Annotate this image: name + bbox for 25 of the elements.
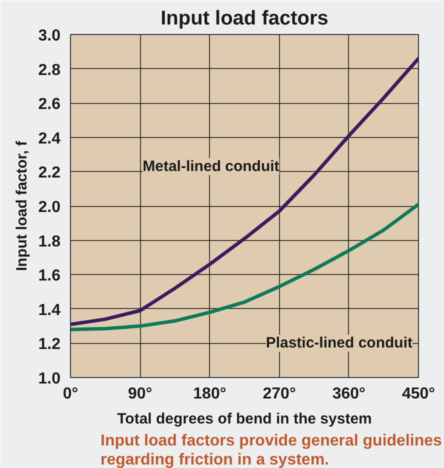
y-tick-label: 3.0: [38, 28, 61, 44]
text: Input load factors provide general guidelines regarding friction in a system.: [100, 432, 442, 468]
line-series: [70, 202, 418, 332]
y-tick-label: 2.4: [38, 130, 61, 148]
y-tick-label: 1.0: [38, 370, 61, 388]
y-tick-label: 2.8: [38, 62, 61, 79]
x-tick-label: 0°: [62, 386, 78, 402]
x-tick-label: 180°: [193, 386, 226, 402]
line-series: [70, 56, 418, 326]
x-tick-label: 270°: [262, 386, 296, 402]
text: Plastic-lined conduit: [266, 334, 413, 352]
y-tick-label: 1.8: [38, 233, 61, 250]
series-label: Metal-lined conduit: [142, 158, 280, 176]
y-tick-label: 2.2: [38, 164, 61, 182]
y-tick-label: 1.2: [38, 336, 61, 354]
chart-title: Input load factors: [160, 8, 328, 30]
x-axis-title: Total degrees of bend in the system: [117, 410, 372, 428]
y-tick-label: 1.6: [38, 268, 61, 285]
x-tick-label: 360°: [332, 386, 366, 402]
y-axis-title: Input load factor, f: [13, 140, 30, 271]
y-tick-label: 2.6: [38, 96, 61, 114]
y-tick-label: 2.0: [38, 199, 61, 216]
x-tick-label: 450°: [402, 386, 436, 402]
x-tick-label: 90°: [128, 386, 152, 402]
y-tick-label: 1.4: [38, 302, 61, 319]
